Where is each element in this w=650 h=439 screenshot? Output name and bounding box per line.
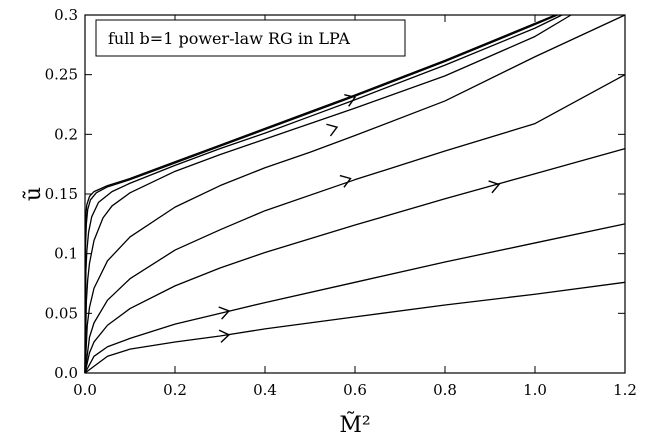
- y-tick-label: 0.15: [45, 185, 78, 203]
- x-tick-label: 0.2: [163, 381, 187, 399]
- flow-arrow: [339, 174, 352, 188]
- legend-annotation: full b=1 power-law RG in LPA: [108, 29, 350, 48]
- series-line-9: [84, 14, 556, 374]
- x-tick-label: 1.0: [523, 381, 547, 399]
- flow-arrow: [218, 306, 231, 320]
- legend-box: full b=1 power-law RG in LPA: [95, 19, 406, 57]
- y-tick-label: 0.1: [54, 245, 78, 263]
- flow-arrow: [488, 180, 501, 194]
- x-axis-title: M̃²: [339, 412, 370, 438]
- flow-arrow: [218, 329, 231, 343]
- x-tick-label: 0.4: [253, 381, 277, 399]
- x-tick-label: 0.0: [73, 381, 97, 399]
- curve-group: [84, 14, 626, 374]
- series-line-4: [84, 74, 626, 374]
- x-tick-label: 0.8: [433, 381, 457, 399]
- y-tick-label: 0.0: [54, 364, 78, 382]
- y-tick-label: 0.05: [45, 304, 78, 322]
- legend-frame: [95, 19, 406, 57]
- y-tick-label: 0.2: [54, 125, 78, 143]
- y-axis-title: ũ: [21, 187, 46, 201]
- tick-group: 0.0 0.2 0.4 0.6 0.8 1.0 1.2 0.0 0.05 0.1 0.15 0.2 0.…: [45, 6, 637, 399]
- series-line-8: [84, 14, 558, 374]
- x-tick-label: 0.6: [343, 381, 367, 399]
- series-line-1: [84, 281, 626, 374]
- flow-arrow: [344, 94, 357, 107]
- series-line-7: [84, 14, 563, 374]
- series-line-3: [84, 148, 626, 374]
- x-tick-label: 1.2: [613, 381, 637, 399]
- y-tick-label: 0.3: [54, 6, 78, 24]
- plot-frame: [84, 14, 626, 374]
- flow-arrow: [326, 123, 339, 137]
- series-line-2: [84, 223, 626, 374]
- series-line-6: [84, 14, 572, 374]
- y-tick-label: 0.25: [45, 66, 78, 84]
- arrow-group: [218, 94, 501, 343]
- series-line-5: [84, 14, 626, 374]
